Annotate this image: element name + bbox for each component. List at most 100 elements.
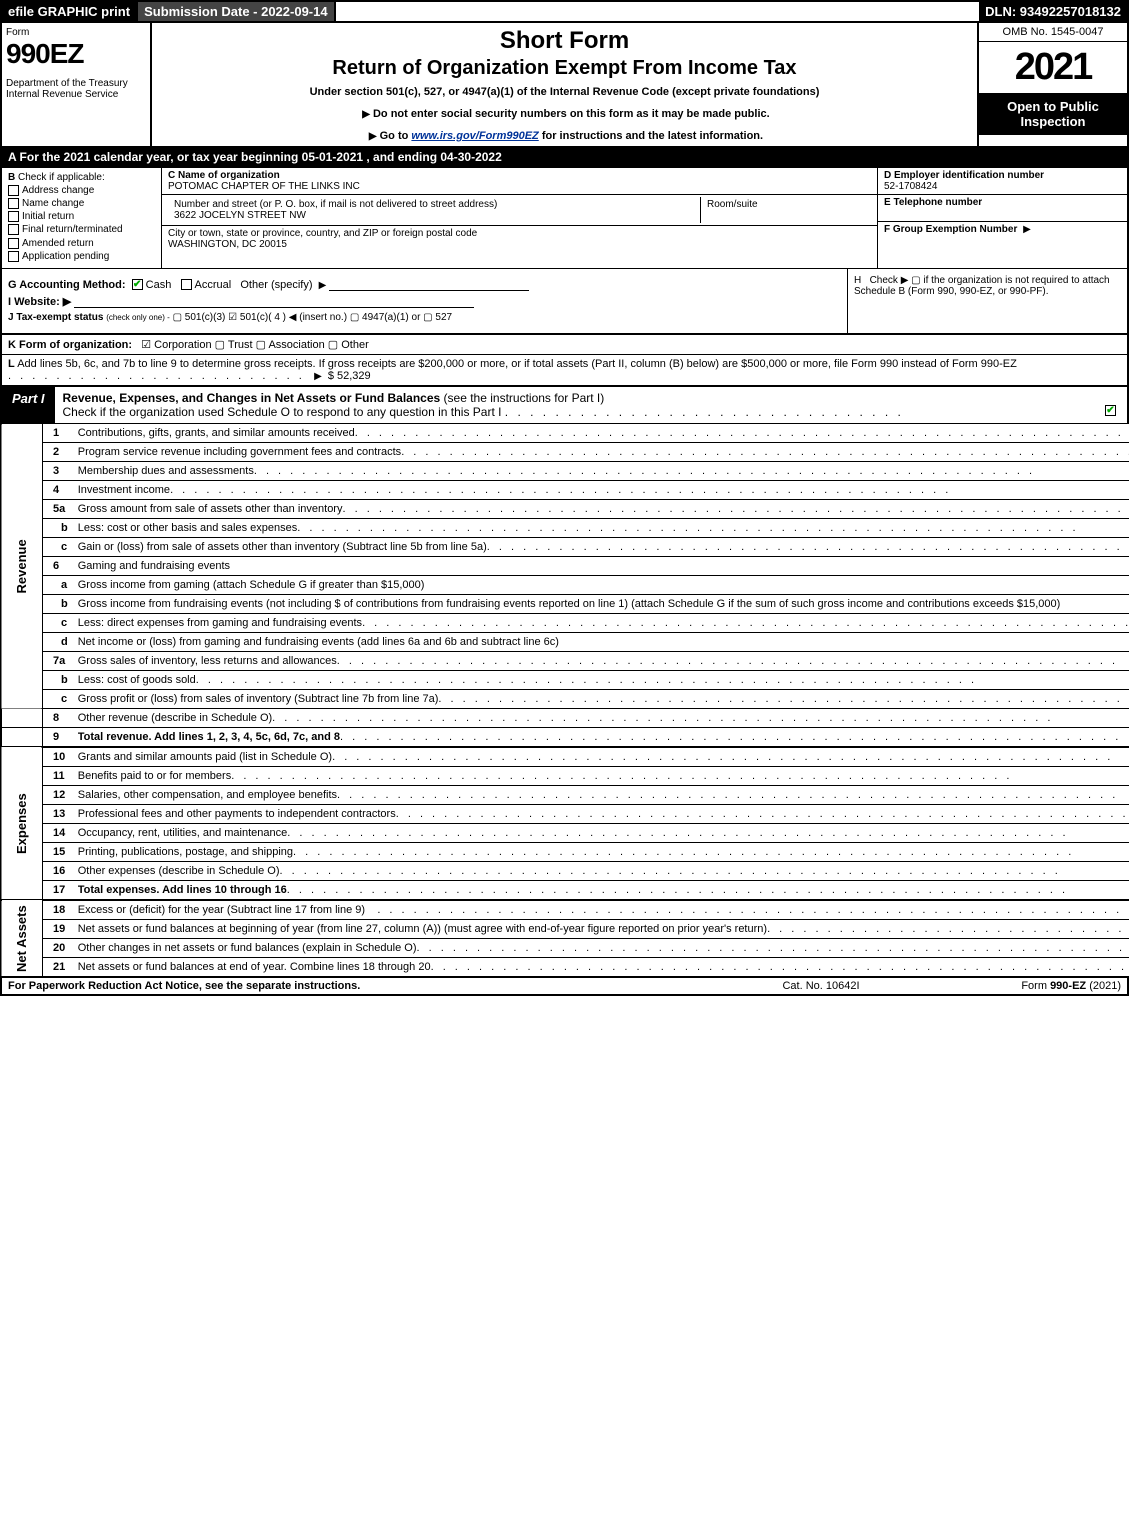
cash-label: Cash [146,279,172,291]
city-row: City or town, state or province, country… [162,226,877,252]
line-G: G Accounting Method: Cash Accrual Other … [8,279,841,291]
chk-application-pending[interactable]: Application pending [8,251,155,262]
L-text: Add lines 5b, 6c, and 7b to line 9 to de… [17,358,1017,370]
omb-number: OMB No. 1545-0047 [979,23,1127,42]
line-19: 19 Net assets or fund balances at beginn… [1,919,1129,938]
street-val: 3622 JOCELYN STREET NW [174,210,306,221]
line-20: 20 Other changes in net assets or fund b… [1,938,1129,957]
J-opts: ▢ 501(c)(3) ☑ 501(c)( 4 ) ◀ (insert no.)… [173,312,453,323]
form-label: Form [6,27,146,38]
col-H: H Check ▶ ▢ if the organization is not r… [847,269,1127,333]
header-center: Short Form Return of Organization Exempt… [152,23,977,146]
line-14: 14 Occupancy, rent, utilities, and maint… [1,823,1129,842]
subtitle: Under section 501(c), 527, or 4947(a)(1)… [160,86,969,98]
efile-label[interactable]: efile GRAPHIC print [2,2,138,21]
submission-date: Submission Date - 2022-09-14 [138,2,336,21]
chk-final-return[interactable]: Final return/terminated [8,224,155,235]
part1-title-text: Revenue, Expenses, and Changes in Net As… [63,391,441,405]
note-ssn: Do not enter social security numbers on … [160,108,969,120]
L-label: L [8,358,15,370]
department: Department of the Treasury Internal Reve… [6,78,146,100]
G-label: G Accounting Method: [8,279,126,291]
chk-accrual[interactable] [181,279,192,290]
org-name-row: C Name of organization POTOMAC CHAPTER O… [162,168,877,195]
line-15: 15 Printing, publications, postage, and … [1,842,1129,861]
footer-left: For Paperwork Reduction Act Notice, see … [8,980,721,992]
L-amt: $ 52,329 [328,370,371,382]
street-label: Number and street (or P. O. box, if mail… [174,199,497,210]
F-label: F Group Exemption Number [884,224,1017,235]
line-I: I Website: ▶ [8,295,841,308]
line-12: 12 Salaries, other compensation, and emp… [1,785,1129,804]
dln: DLN: 93492257018132 [979,2,1127,21]
city-label: City or town, state or province, country… [168,228,477,239]
street-row: Number and street (or P. O. box, if mail… [162,195,877,226]
chk-name-change[interactable]: Name change [8,198,155,209]
part1-label: Part I [2,387,55,423]
website-input[interactable] [74,296,474,308]
org-name: POTOMAC CHAPTER OF THE LINKS INC [168,181,360,192]
title-short-form: Short Form [160,27,969,55]
header-right: OMB No. 1545-0047 2021 Open to Public In… [977,23,1127,146]
note2-post: for instructions and the latest informat… [539,130,763,142]
room-label: Room/suite [707,199,758,210]
arrow-icon [366,130,380,142]
line-5c: c Gain or (loss) from sale of assets oth… [1,537,1129,556]
irs-link[interactable]: www.irs.gov/Form990EZ [411,130,538,142]
J-sub: (check only one) - [106,313,170,322]
row-K: K Form of organization: ☑ Corporation ▢ … [0,335,1129,355]
part1-checkbox[interactable] [1105,405,1116,416]
part1-check-text: Check if the organization used Schedule … [63,405,502,419]
row-F: F Group Exemption Number [878,222,1127,237]
header-left: Form 990EZ Department of the Treasury In… [2,23,152,146]
page-footer: For Paperwork Reduction Act Notice, see … [0,978,1129,996]
H-label: H [854,275,861,286]
line-6c: c Less: direct expenses from gaming and … [1,613,1129,632]
col-GI: G Accounting Method: Cash Accrual Other … [2,269,847,333]
I-label: I Website: ▶ [8,296,71,308]
line-6: 6 Gaming and fundraising events [1,556,1129,575]
row-E: E Telephone number [878,195,1127,222]
part1-sub: (see the instructions for Part I) [444,391,605,405]
line-8: 8 Other revenue (describe in Schedule O)… [1,708,1129,727]
line-5b: b Less: cost or other basis and sales ex… [1,518,1129,537]
chk-cash[interactable] [132,279,143,290]
line-7c: c Gross profit or (loss) from sales of i… [1,689,1129,708]
col-C: C Name of organization POTOMAC CHAPTER O… [162,168,877,268]
line-17: 17 Total expenses. Add lines 10 through … [1,880,1129,900]
form-number: 990EZ [6,38,146,70]
K-label: K Form of organization: [8,339,132,351]
spacer [336,2,980,21]
D-label: D Employer identification number [884,170,1044,181]
chk-amended-return[interactable]: Amended return [8,238,155,249]
H-text: Check ▶ ▢ if the organization is not req… [854,275,1110,297]
line-6d: d Net income or (loss) from gaming and f… [1,632,1129,651]
col-DEF: D Employer identification number 52-1708… [877,168,1127,268]
arrow-icon [311,370,325,382]
open-public: Open to Public Inspection [979,93,1127,135]
line-13: 13 Professional fees and other payments … [1,804,1129,823]
line-21: 21 Net assets or fund balances at end of… [1,957,1129,977]
K-opts: ☑ Corporation ▢ Trust ▢ Association ▢ Ot… [141,339,369,351]
C-name-label: C Name of organization [168,170,280,181]
note1-text: Do not enter social security numbers on … [373,108,770,120]
line-11: 11 Benefits paid to or for members 11 [1,766,1129,785]
line-1: Revenue 1 Contributions, gifts, grants, … [1,424,1129,443]
note2-pre: Go to [380,130,412,142]
line-4: 4 Investment income 4 [1,480,1129,499]
row-D: D Employer identification number 52-1708… [878,168,1127,195]
line-6b: b Gross income from fundraising events (… [1,594,1129,613]
B-text: Check if applicable: [18,172,105,183]
other-input[interactable] [329,279,529,291]
chk-initial-return[interactable]: Initial return [8,211,155,222]
line-7b: b Less: cost of goods sold 7b [1,670,1129,689]
footer-cat: Cat. No. 10642I [721,980,921,992]
part1-title: Revenue, Expenses, and Changes in Net As… [55,387,1127,423]
line-18: Net Assets 18 Excess or (deficit) for th… [1,900,1129,920]
chk-address-change[interactable]: Address change [8,185,155,196]
row-GHI: G Accounting Method: Cash Accrual Other … [0,268,1129,335]
col-B: B Check if applicable: Address change Na… [2,168,162,268]
city-val: WASHINGTON, DC 20015 [168,239,287,250]
line-7a: 7a Gross sales of inventory, less return… [1,651,1129,670]
E-label: E Telephone number [884,197,982,208]
